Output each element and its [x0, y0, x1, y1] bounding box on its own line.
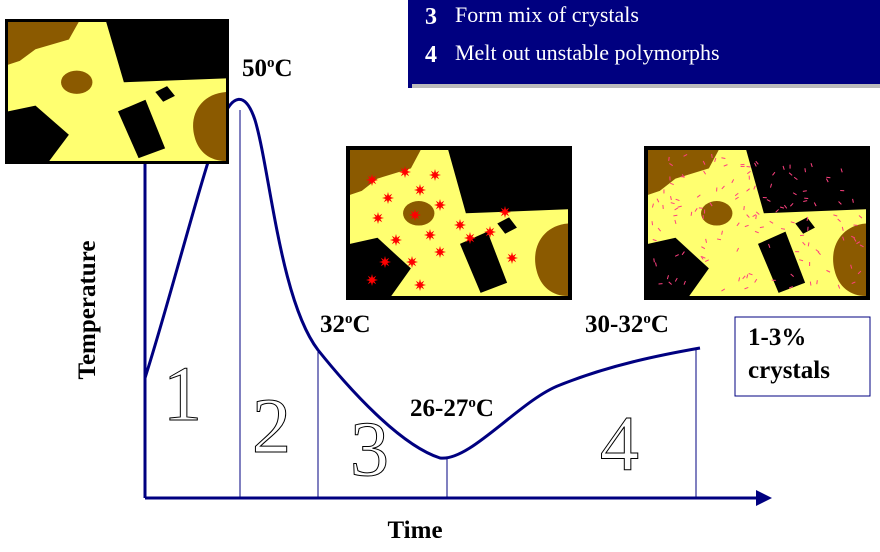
decoration: [366, 274, 378, 286]
decoration: [372, 212, 384, 224]
decoration: [390, 234, 402, 246]
legend: 3 Form mix of crystals 4 Melt out unstab…: [408, 0, 880, 88]
decoration: [805, 168, 806, 172]
decoration: [781, 229, 785, 230]
picture-mixed-crystals: [346, 146, 572, 300]
decoration: [652, 221, 653, 225]
decoration: [803, 191, 807, 192]
decoration: [454, 219, 466, 231]
temp-label: 26-27oC: [410, 395, 494, 422]
legend-number: 4: [425, 42, 437, 68]
result-text: crystals: [748, 357, 830, 384]
decoration: [409, 209, 421, 221]
phase-number: 4: [600, 400, 639, 487]
decoration: [424, 229, 436, 241]
decoration: [808, 242, 809, 246]
decoration: [673, 215, 677, 216]
decoration: [712, 154, 713, 158]
picture-liquid: [5, 19, 229, 164]
temp-label: 32oC: [320, 311, 371, 338]
decoration: [499, 206, 511, 218]
decoration: [747, 166, 751, 167]
diagram: 3 Form mix of crystals 4 Melt out unstab…: [0, 0, 880, 547]
decoration: [414, 279, 426, 291]
phase-number: 3: [350, 405, 389, 492]
temp-label: 50oC: [242, 55, 293, 82]
decoration: [366, 174, 378, 186]
phase-number: 1: [163, 350, 202, 437]
decoration: [429, 169, 441, 181]
legend-text: Melt out unstable polymorphs: [455, 40, 720, 65]
decoration: [414, 184, 426, 196]
decoration: [760, 227, 764, 228]
temp-label: 30-32oC: [585, 311, 669, 338]
decoration: [484, 226, 496, 238]
decoration: [756, 215, 757, 219]
decoration: [691, 212, 692, 216]
legend-text: Form mix of crystals: [455, 2, 639, 27]
decoration: [399, 166, 411, 178]
decoration: [464, 232, 476, 244]
picture-stable-crystals: [644, 146, 870, 300]
result-text: 1-3%: [748, 324, 806, 351]
decoration: [406, 256, 418, 268]
result-box: 1-3% crystals: [735, 317, 870, 396]
y-axis-label: Temperature: [74, 241, 101, 380]
decoration: [817, 280, 818, 284]
x-axis-label: Time: [387, 517, 442, 544]
decoration: [379, 256, 391, 268]
decoration: [382, 192, 394, 204]
decoration: [434, 246, 446, 258]
decoration: [744, 206, 745, 210]
decoration: [434, 199, 446, 211]
phase-number: 2: [252, 382, 291, 469]
legend-number: 3: [425, 4, 437, 30]
decoration: [810, 282, 811, 286]
decoration: [654, 258, 655, 262]
decoration: [506, 252, 518, 264]
decoration: [807, 217, 808, 221]
